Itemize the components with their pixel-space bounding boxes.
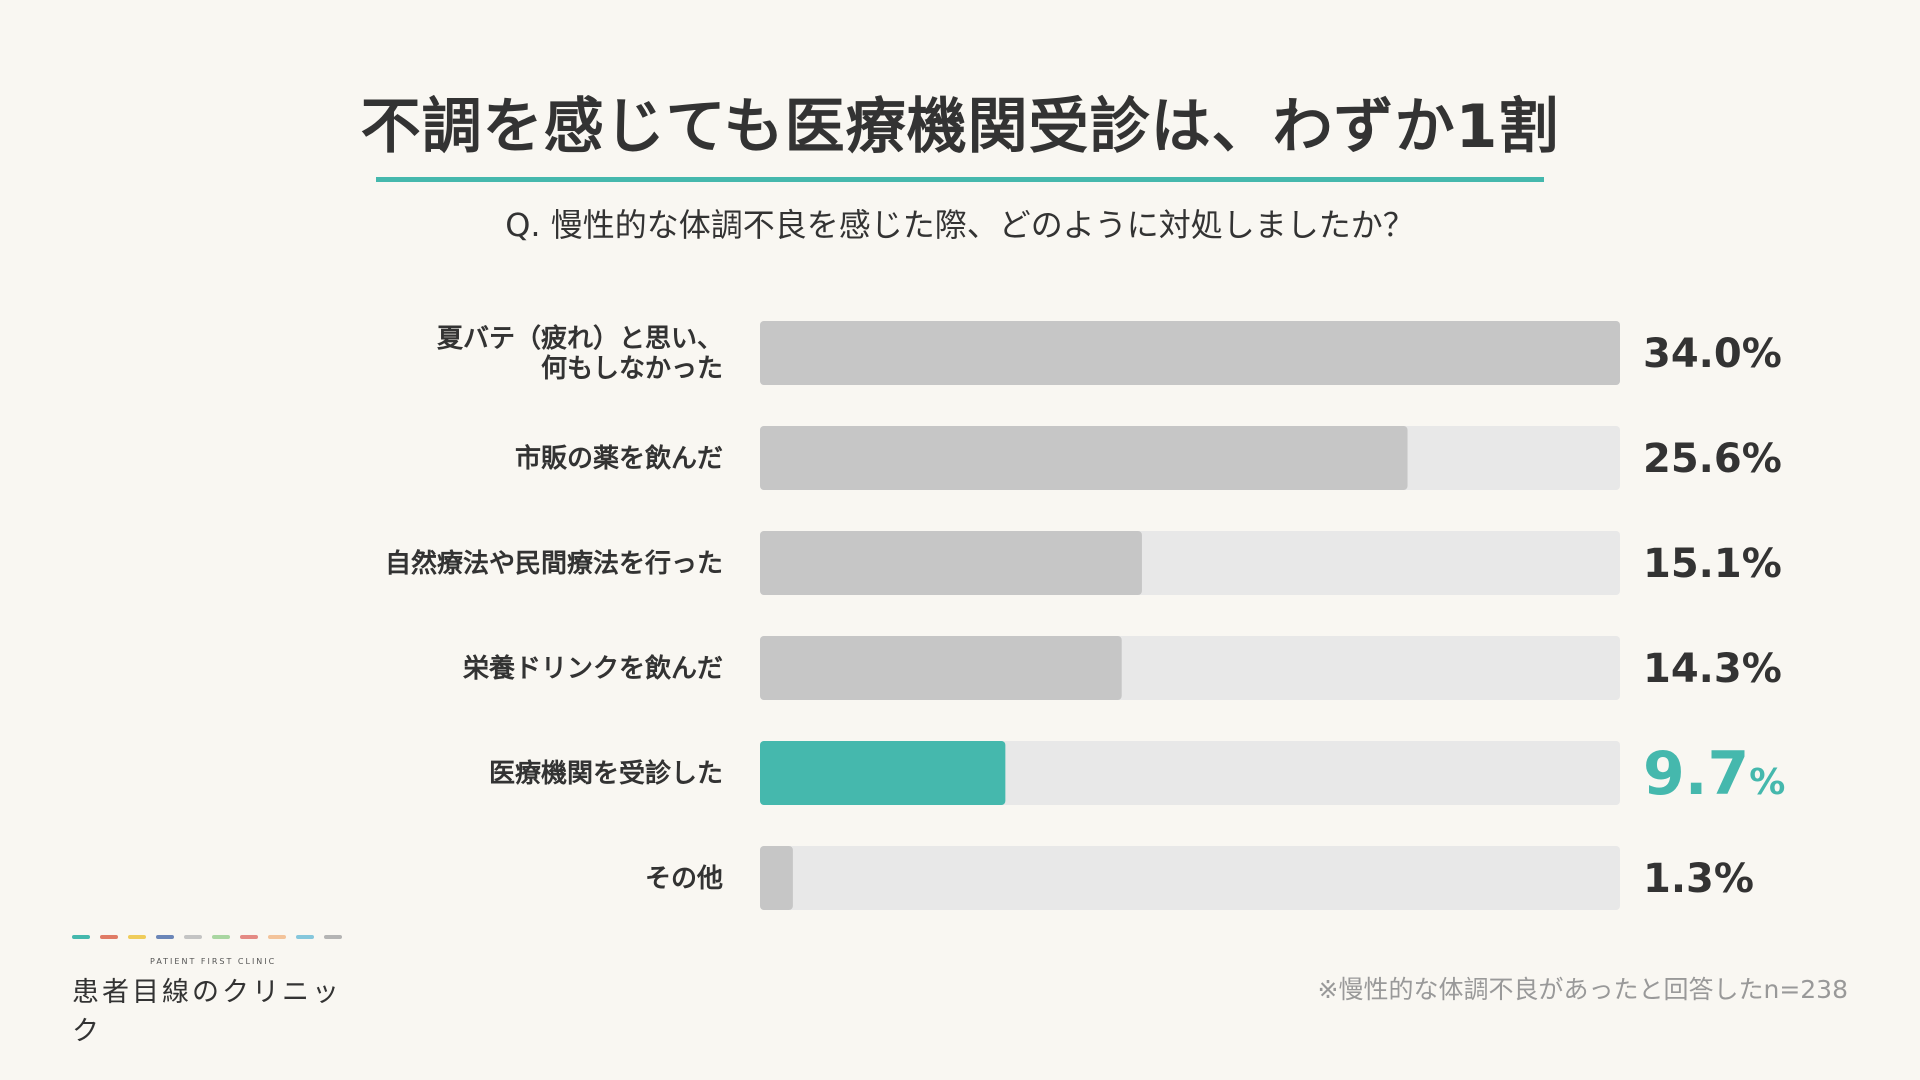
bar-track <box>760 846 1620 910</box>
chart-title: 不調を感じても医療機関受診は、わずか1割 <box>360 92 1560 162</box>
bar <box>760 636 1122 700</box>
logo-dash <box>268 935 286 939</box>
logo-dash <box>296 935 314 939</box>
value-number: 1.3 <box>1643 856 1714 902</box>
value-number: 34.0 <box>1643 331 1742 377</box>
value-unit: % <box>1742 436 1782 482</box>
value-number: 15.1 <box>1643 541 1742 587</box>
logo-dash <box>184 935 202 939</box>
bar-highlight <box>760 741 1006 805</box>
value-unit: % <box>1742 541 1782 587</box>
sample-size-footnote: ※慢性的な体調不良があったと回答したn=238 <box>1317 975 1848 1004</box>
logo-dash <box>324 935 342 939</box>
logo-dash <box>240 935 258 939</box>
category-label: 夏バテ（疲れ）と思い、 <box>437 323 723 354</box>
category-label: 栄養ドリンクを飲んだ <box>462 653 723 684</box>
logo-dash <box>72 935 90 939</box>
logo-dash <box>212 935 230 939</box>
logo-dash <box>100 935 118 939</box>
value-unit: % <box>1742 331 1782 377</box>
category-label: 自然療法や民間療法を行った <box>385 548 723 579</box>
value-label: 34.0% <box>1643 331 1782 377</box>
clinic-logo: PATIENT FIRST CLINIC 患者目線のクリニック <box>72 935 352 1048</box>
value-label: 9.7% <box>1643 739 1785 809</box>
value-unit: % <box>1714 856 1754 902</box>
bar <box>760 321 1620 385</box>
bar-chart: 夏バテ（疲れ）と思い、何もしなかった 34.0% 市販の薬を飲んだ 25.6% 自然療法… <box>385 321 1785 910</box>
value-unit: % <box>1742 646 1782 692</box>
value-number: 25.6 <box>1643 436 1742 482</box>
category-label: 市販の薬を飲んだ <box>515 443 723 474</box>
value-label: 15.1% <box>1643 541 1782 587</box>
logo-dash <box>128 935 146 939</box>
value-number: 14.3 <box>1643 646 1742 692</box>
logo-name: 患者目線のクリニック <box>72 977 342 1047</box>
value-number: 9.7 <box>1643 739 1749 809</box>
bar <box>760 846 793 910</box>
survey-question: Q. 慢性的な体調不良を感じた際、どのように対処しましたか？ <box>505 206 1415 244</box>
logo-dash <box>156 935 174 939</box>
category-label: その他 <box>645 864 723 894</box>
category-label: 何もしなかった <box>541 354 723 384</box>
bar <box>760 531 1142 595</box>
title-underline <box>376 177 1544 182</box>
logo-color-dashes <box>72 935 352 939</box>
value-label: 14.3% <box>1643 646 1782 692</box>
value-label: 1.3% <box>1643 856 1754 902</box>
value-unit: % <box>1749 762 1785 803</box>
value-label: 25.6% <box>1643 436 1782 482</box>
bar <box>760 426 1408 490</box>
logo-subtitle: PATIENT FIRST CLINIC <box>150 957 277 966</box>
category-label: 医療機関を受診した <box>489 758 723 789</box>
